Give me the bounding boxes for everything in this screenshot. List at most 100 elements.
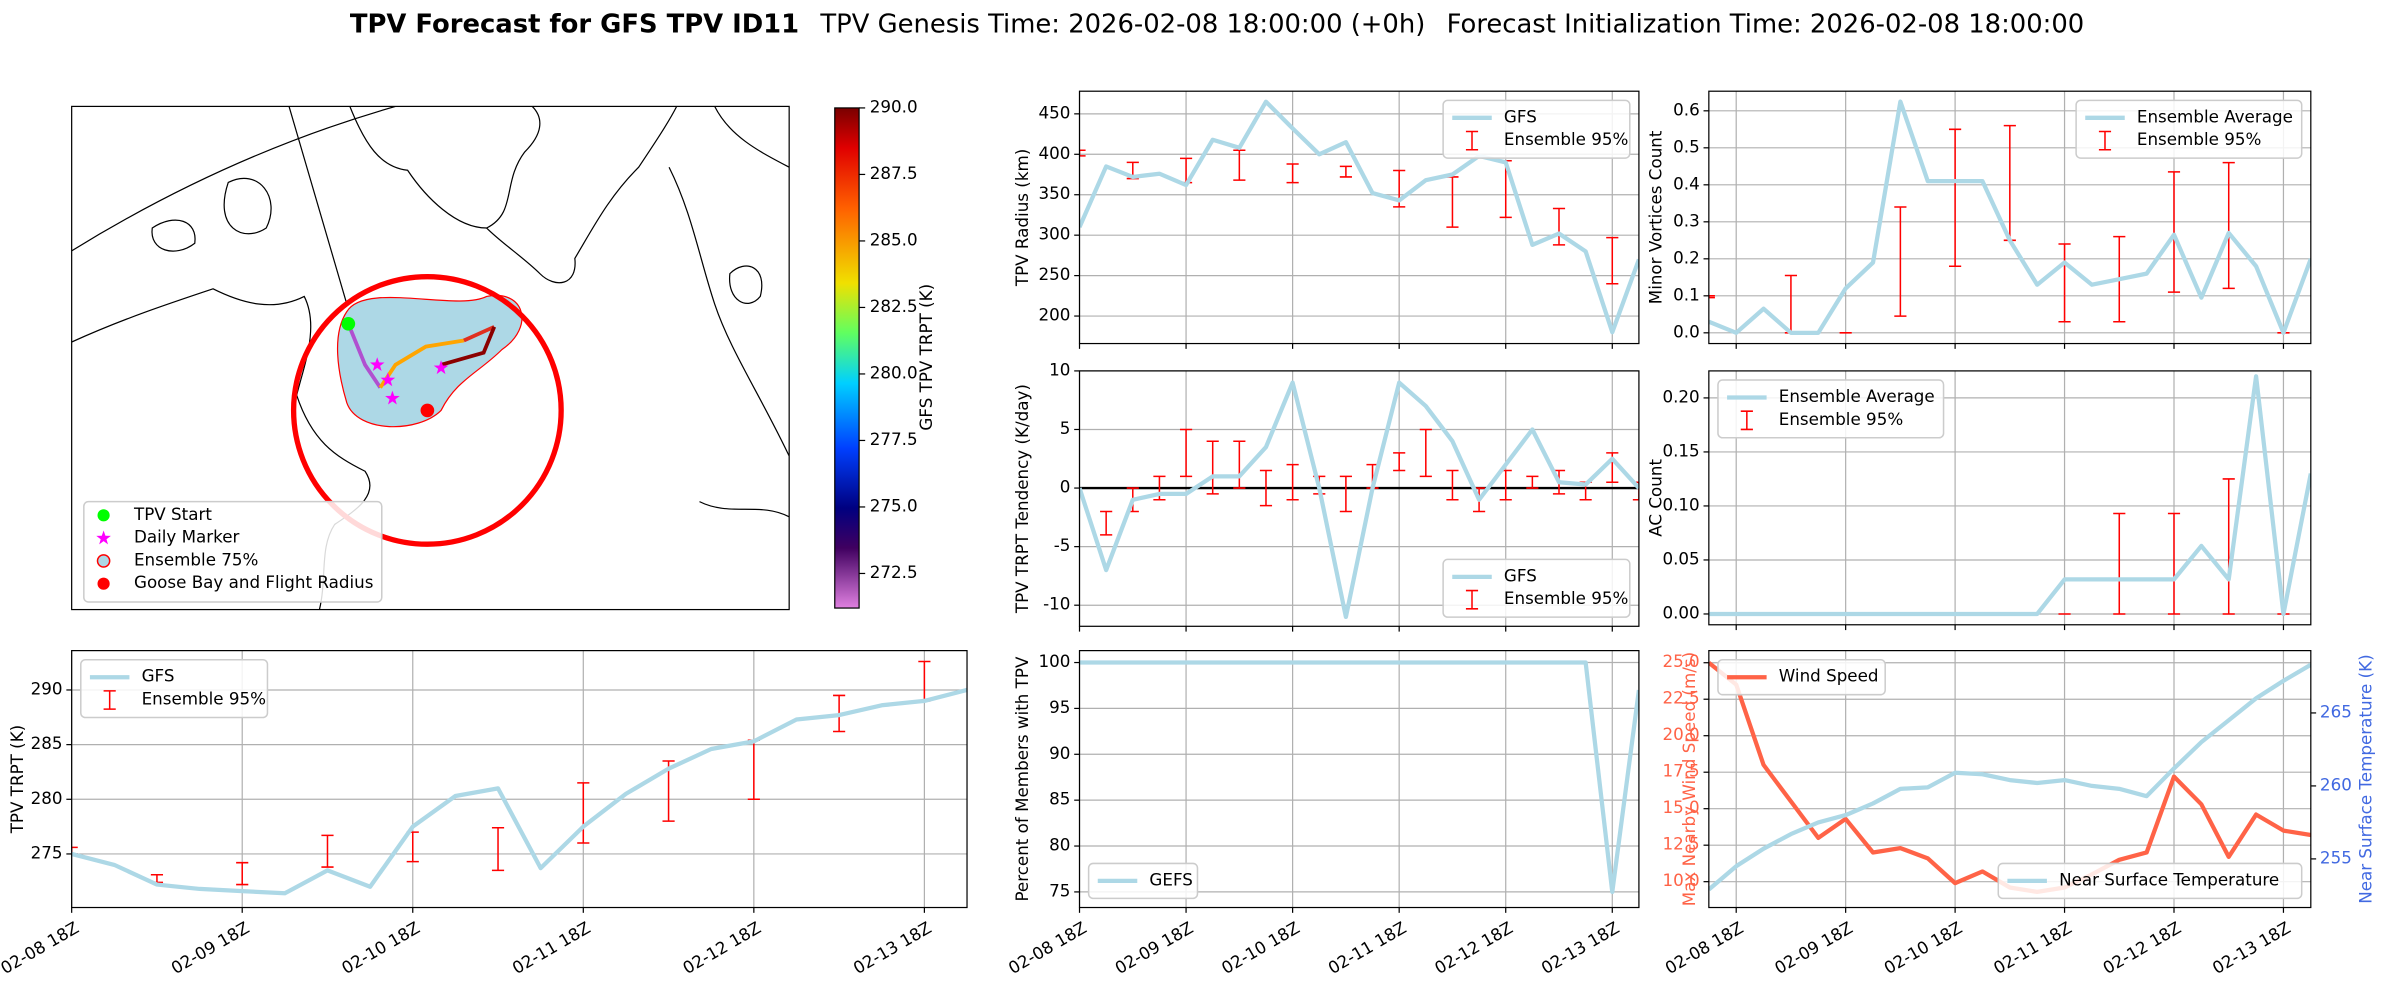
plot-content [1079, 660, 1639, 895]
map-features [71, 106, 790, 610]
colorbar-tick-label: 285.0 [870, 229, 918, 249]
star [369, 357, 385, 372]
series-line [1708, 99, 2311, 335]
error-bar [1233, 149, 1246, 181]
coastline [699, 501, 790, 518]
island [223, 177, 272, 235]
series-line [1708, 374, 2311, 617]
legend-swatch [1465, 130, 1479, 151]
legend-label: Ensemble 95% [1504, 588, 1628, 608]
error-bar [1079, 149, 1086, 157]
y2-axis-label: Near Surface Temperature (K) [2356, 654, 2376, 903]
legend [1717, 379, 1945, 439]
plot-content [1079, 99, 1639, 335]
panel: 0.0 0.1 0.2 0.3 0.4 0.5 0.6 Minor Vortices Coun… [1646, 90, 2312, 349]
y-axis-label: TPV TRPT Tendency (K/day) [1012, 384, 1032, 614]
y-tick-label: 0.2 [1673, 247, 1700, 267]
goose-bay [420, 403, 435, 418]
x-tick-label: 02-13 18Z [2209, 917, 2294, 978]
panel: 02-08 18Z 02-09 18Z 02-10 18Z 02-11 18Z 02-1… [0, 650, 968, 978]
y-tick-label: 400 [1038, 143, 1070, 163]
legend-label: Ensemble 95% [2137, 129, 2261, 149]
y-tick-label: 0.20 [1662, 386, 1699, 406]
y-tick-label: 0.0 [1673, 321, 1700, 341]
title-genesis: TPV Genesis Time: 2026-02-08 18:00:00 (+… [819, 9, 1425, 39]
y-tick-label: 95 [1049, 697, 1070, 717]
legend-label: Ensemble 95% [1779, 409, 1903, 429]
y-tick-label: 12.5 [1662, 834, 1699, 854]
y-tick-label: 100 [1038, 651, 1070, 671]
y-tick-label: 200 [1038, 305, 1070, 325]
error-bar [1552, 207, 1566, 246]
error-bar [1393, 452, 1406, 472]
x-tick-label: 02-11 18Z [1990, 917, 2075, 978]
legend-label: Ensemble 95% [142, 689, 266, 709]
panel: 200 250 300 350 400 450 TPV Radius (km) GFS Ense… [1012, 90, 1640, 349]
legend-label: GEFS [1149, 869, 1192, 889]
y-tick-label: 20.0 [1662, 724, 1699, 744]
y-tick-label: 80 [1049, 835, 1070, 855]
plot-content [1708, 99, 2311, 335]
legend [1087, 862, 1199, 900]
y-tick-label: 17.5 [1662, 761, 1699, 781]
coastline [714, 106, 790, 168]
colorbar-tick-label: 280.0 [870, 362, 918, 382]
legend-swatch [1465, 589, 1479, 610]
error-bar [1286, 463, 1299, 501]
star [433, 360, 449, 375]
legend [2075, 99, 2303, 159]
colorbar-tick-label: 287.5 [870, 163, 918, 183]
y-tick-label: 450 [1038, 102, 1070, 122]
plot-content [71, 660, 968, 896]
error-bar [1949, 128, 1962, 267]
legend-marker [96, 554, 111, 568]
figure-title: TPV Forecast for GFS TPV ID11 TPV Genesis… [350, 9, 2084, 39]
y-tick-label: 290 [31, 678, 63, 698]
error-bar [1339, 165, 1352, 178]
y-tick-label: 275 [31, 842, 63, 862]
track [346, 323, 382, 389]
coastline [486, 106, 678, 284]
axes-frame [1078, 650, 1640, 909]
plot-content [1708, 374, 2311, 617]
x-tick-label: 02-12 18Z [2099, 917, 2184, 978]
error-bar [1606, 236, 1619, 285]
y-tick-label: 285 [31, 733, 63, 753]
legend-swatch [1740, 410, 1753, 431]
x-tick-label: 02-10 18Z [1218, 917, 1303, 978]
panel: 02-08 18Z 02-09 18Z 02-10 18Z 02-11 18Z 02-1… [1662, 650, 2376, 978]
axes-frame [1708, 650, 2312, 909]
legend-swatch [103, 690, 116, 710]
y-tick-label: 0.4 [1673, 173, 1700, 193]
y-tick-label: 5 [1060, 418, 1071, 438]
star [380, 372, 396, 387]
x-tick-label: 02-11 18Z [1324, 917, 1409, 978]
y-axis-label: AC Count [1646, 459, 1666, 537]
x-tick-label: 02-11 18Z [509, 917, 594, 978]
y-tick-label: 85 [1049, 789, 1070, 809]
island [729, 265, 763, 304]
y2-tick-label: 260 [2320, 774, 2352, 794]
error-bar [321, 834, 334, 868]
y-tick-label: 0.1 [1673, 284, 1700, 304]
y-tick-label: 0 [1060, 477, 1071, 497]
y-tick-label: 0.6 [1673, 99, 1700, 119]
legend-label: Daily Marker [134, 527, 240, 547]
map-frame [71, 105, 790, 611]
colorbar-tick-label: 282.5 [870, 296, 918, 316]
y-tick-label: 90 [1049, 743, 1070, 763]
y-axis-label: Max Nearby Wind Speed (m/s) [1679, 652, 1699, 906]
legend [80, 658, 269, 719]
x-tick-label: 02-10 18Z [1880, 917, 1965, 978]
error-bar [2113, 512, 2126, 615]
legend-swatch [2098, 130, 2112, 151]
y-tick-label: 75 [1049, 880, 1070, 900]
axes-frame [71, 650, 968, 909]
error-bar [491, 826, 505, 872]
series-line [1079, 660, 1639, 895]
axes-frame [1078, 90, 1640, 345]
error-bar [1233, 440, 1246, 489]
error-bar [1286, 163, 1299, 184]
daily-markers [369, 357, 449, 405]
x-tick-label: 02-09 18Z [168, 917, 253, 978]
